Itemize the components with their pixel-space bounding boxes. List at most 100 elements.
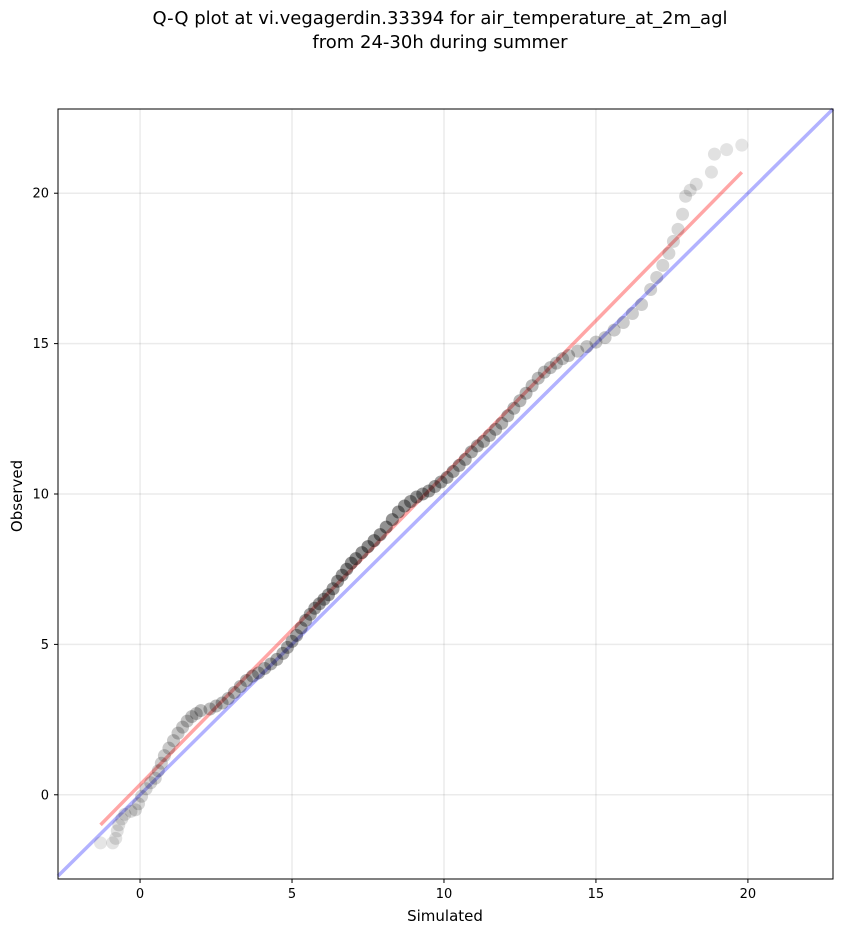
qq-point bbox=[458, 452, 472, 466]
qq-point bbox=[656, 258, 670, 272]
y-tick-label: 15 bbox=[32, 337, 49, 352]
y-tick-label: 5 bbox=[41, 638, 49, 653]
qq-point bbox=[635, 298, 649, 312]
qq-point bbox=[525, 379, 539, 393]
qq-point bbox=[446, 464, 460, 478]
x-tick-label: 20 bbox=[740, 887, 757, 902]
qq-point bbox=[290, 628, 304, 642]
qq-point bbox=[215, 696, 229, 710]
qq-point bbox=[428, 479, 442, 493]
qq-point bbox=[501, 409, 515, 423]
qq-point bbox=[209, 699, 223, 713]
qq-point bbox=[519, 386, 533, 400]
qq-point bbox=[154, 756, 168, 770]
qq-point bbox=[157, 749, 171, 763]
qq-point bbox=[470, 439, 484, 453]
qq-point bbox=[476, 434, 490, 448]
qq-point bbox=[148, 771, 162, 785]
qq-point bbox=[666, 234, 680, 248]
chart-title-line2: from 24-30h during summer bbox=[312, 32, 568, 53]
x-tick-label: 5 bbox=[288, 887, 296, 902]
qq-point bbox=[139, 782, 153, 796]
qq-point bbox=[280, 640, 294, 654]
qq-point bbox=[495, 416, 509, 430]
qq-point bbox=[227, 686, 241, 700]
qq-point bbox=[391, 505, 405, 519]
qq-point bbox=[185, 710, 199, 724]
qq-point bbox=[176, 720, 190, 734]
reference-lines bbox=[56, 107, 835, 878]
qq-points bbox=[94, 138, 749, 850]
qq-point bbox=[171, 726, 185, 740]
qq-point bbox=[671, 222, 685, 236]
qq-point bbox=[189, 707, 203, 721]
qq-point bbox=[543, 361, 557, 375]
qq-point bbox=[303, 607, 317, 621]
qq-point bbox=[440, 470, 454, 484]
qq-point bbox=[312, 597, 326, 611]
qq-point bbox=[233, 680, 247, 693]
qq-point bbox=[294, 621, 308, 635]
y-tick-label: 0 bbox=[41, 788, 49, 803]
qq-point bbox=[285, 634, 299, 648]
qq-point bbox=[106, 836, 120, 850]
qq-point bbox=[735, 138, 749, 152]
qq-point bbox=[410, 490, 424, 504]
qq-point bbox=[308, 601, 322, 615]
qq-point bbox=[144, 776, 158, 790]
qq-point bbox=[598, 331, 612, 345]
qq-point bbox=[662, 246, 676, 260]
qq-point bbox=[299, 613, 313, 627]
fit-line bbox=[99, 170, 744, 827]
qq-point bbox=[124, 804, 138, 818]
x-tick-label: 10 bbox=[436, 887, 453, 902]
qq-point bbox=[513, 394, 527, 408]
qq-point bbox=[644, 282, 658, 296]
qq-point bbox=[203, 702, 217, 716]
qq-point bbox=[580, 340, 594, 354]
x-axis-label: Simulated bbox=[407, 907, 483, 925]
qq-point bbox=[112, 818, 126, 832]
qq-point bbox=[115, 812, 129, 826]
qq-point bbox=[404, 495, 418, 509]
qq-point bbox=[94, 836, 108, 850]
qq-point bbox=[331, 574, 345, 588]
qq-point bbox=[650, 270, 664, 284]
qq-point bbox=[434, 475, 448, 489]
qq-point bbox=[625, 307, 639, 321]
qq-point bbox=[589, 335, 603, 349]
qq-point bbox=[707, 147, 721, 161]
grid-lines bbox=[58, 109, 833, 879]
qq-point bbox=[180, 714, 194, 728]
qq-point bbox=[361, 540, 375, 554]
qq-point bbox=[344, 556, 358, 570]
y-tick-label: 10 bbox=[32, 488, 49, 503]
qq-point bbox=[571, 344, 585, 358]
qq-point bbox=[483, 428, 497, 442]
qq-point bbox=[166, 734, 180, 748]
qq-point bbox=[129, 803, 142, 817]
qq-point bbox=[162, 741, 176, 755]
qq-point bbox=[689, 177, 703, 191]
qq-point bbox=[679, 189, 693, 203]
qq-point bbox=[720, 143, 734, 157]
qq-point bbox=[397, 499, 411, 513]
qq-point bbox=[373, 528, 387, 542]
axis-ticks: 0 5 10 15 20 0 5 10 15 20 bbox=[32, 187, 756, 902]
identity-line bbox=[56, 107, 835, 878]
qq-point bbox=[616, 316, 630, 330]
qq-point bbox=[531, 371, 545, 385]
qq-point bbox=[326, 582, 340, 596]
qq-point bbox=[379, 520, 393, 534]
qq-point bbox=[321, 588, 335, 602]
qq-point bbox=[349, 552, 363, 566]
qq-point bbox=[537, 365, 551, 379]
qq-point bbox=[317, 592, 331, 606]
qq-point bbox=[464, 445, 478, 459]
y-tick-label: 20 bbox=[32, 187, 49, 202]
qq-point bbox=[683, 183, 697, 197]
qq-point bbox=[676, 207, 690, 221]
qq-point bbox=[355, 546, 369, 560]
x-tick-label: 15 bbox=[588, 887, 605, 902]
